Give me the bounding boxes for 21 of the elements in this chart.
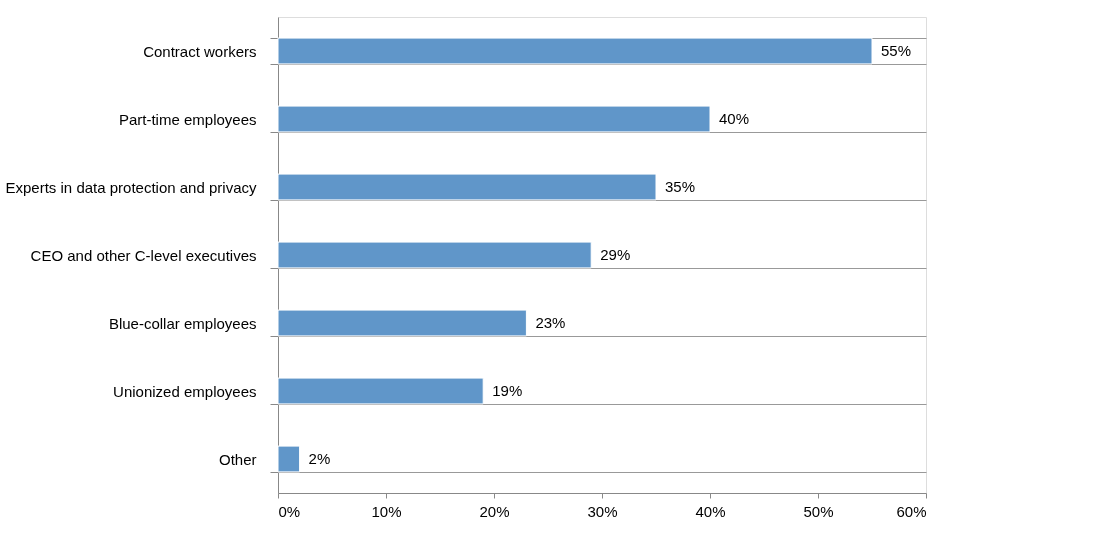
data-label: 55% — [881, 42, 912, 59]
y-tick-label: Unionized employees — [113, 382, 257, 400]
data-label: 23% — [535, 314, 566, 331]
data-label: 29% — [600, 246, 631, 263]
y-tick-label: Blue-collar employees — [108, 314, 257, 332]
y-tick-label: CEO and other C-level executives — [30, 246, 257, 264]
x-tick-label: 10% — [371, 502, 402, 520]
x-tick-label: 20% — [479, 502, 510, 520]
y-tick-label: Contract workers — [143, 42, 257, 60]
x-tick-label: 50% — [803, 502, 834, 520]
x-tick-label: 60% — [896, 502, 927, 520]
x-tick-label: 40% — [695, 502, 726, 520]
x-tick-label: 0% — [278, 502, 301, 520]
y-tick-label: Other — [218, 450, 257, 468]
data-label: 2% — [308, 450, 331, 467]
data-label: 40% — [719, 110, 750, 127]
y-tick-label: Part-time employees — [118, 110, 257, 128]
x-tick-label: 30% — [587, 502, 618, 520]
y-tick-label: Experts in data protection and privacy — [5, 178, 257, 196]
data-label: 19% — [492, 382, 523, 399]
data-label: 35% — [665, 178, 696, 195]
